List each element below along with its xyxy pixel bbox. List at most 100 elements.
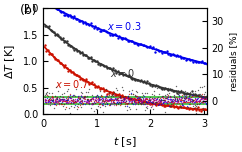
Point — [129, 101, 133, 104]
Point — [150, 105, 154, 107]
Point — [132, 99, 136, 101]
Point — [55, 97, 59, 99]
Point — [76, 99, 80, 102]
Point — [128, 100, 132, 102]
Point — [130, 99, 134, 101]
Point — [111, 67, 115, 69]
Point — [72, 94, 76, 96]
Point — [81, 95, 85, 98]
Point — [190, 108, 194, 110]
Point — [180, 96, 184, 98]
Point — [65, 95, 69, 98]
Point — [197, 93, 201, 95]
Point — [153, 101, 157, 103]
Point — [86, 23, 90, 25]
Point — [98, 99, 102, 102]
Point — [189, 97, 193, 100]
Point — [164, 97, 167, 99]
Point — [200, 97, 204, 100]
Point — [122, 99, 126, 101]
Point — [69, 16, 73, 19]
Point — [53, 102, 56, 105]
Point — [204, 98, 208, 100]
Point — [162, 51, 166, 54]
Point — [196, 100, 199, 103]
Point — [115, 97, 119, 99]
Point — [157, 93, 160, 95]
Point — [110, 98, 114, 101]
Point — [52, 5, 56, 7]
Point — [129, 40, 133, 42]
Point — [137, 97, 141, 100]
Point — [83, 103, 87, 105]
Point — [116, 97, 120, 100]
Point — [59, 62, 63, 64]
Point — [91, 98, 95, 101]
Point — [125, 74, 129, 77]
Point — [205, 96, 209, 99]
Point — [182, 101, 186, 103]
Point — [116, 99, 120, 102]
Point — [90, 102, 94, 104]
Point — [119, 96, 122, 98]
Point — [97, 99, 101, 102]
Point — [115, 98, 119, 101]
Point — [105, 99, 109, 101]
Point — [184, 93, 188, 96]
Point — [204, 102, 207, 104]
Point — [145, 97, 149, 100]
Point — [93, 113, 97, 115]
Point — [94, 99, 98, 101]
Point — [79, 100, 83, 103]
Point — [107, 98, 111, 100]
Point — [147, 98, 151, 101]
Point — [199, 97, 203, 99]
Y-axis label: $\Delta T$ [K]: $\Delta T$ [K] — [3, 44, 17, 79]
Point — [49, 97, 53, 99]
Point — [184, 96, 188, 98]
Point — [100, 97, 104, 99]
Point — [69, 99, 73, 102]
Point — [129, 97, 133, 100]
Point — [154, 101, 158, 103]
Point — [190, 101, 194, 103]
Point — [101, 111, 105, 113]
Point — [140, 99, 144, 102]
Point — [60, 96, 63, 98]
Point — [91, 98, 95, 100]
Point — [156, 49, 160, 51]
Point — [93, 98, 97, 101]
Point — [76, 18, 79, 20]
Point — [187, 103, 191, 105]
Point — [127, 93, 131, 95]
Point — [71, 97, 75, 100]
Point — [152, 99, 156, 101]
Point — [182, 101, 185, 103]
Point — [97, 103, 101, 105]
Point — [130, 40, 134, 42]
Point — [70, 95, 74, 97]
Point — [79, 95, 83, 97]
Point — [168, 105, 172, 107]
Point — [51, 98, 55, 100]
Point — [128, 98, 131, 100]
Point — [76, 99, 80, 101]
Point — [126, 97, 130, 99]
Point — [184, 96, 188, 98]
Point — [161, 97, 165, 99]
Point — [49, 99, 53, 101]
Point — [46, 101, 50, 103]
Point — [87, 99, 91, 101]
Point — [193, 97, 197, 99]
Point — [182, 96, 186, 99]
Point — [180, 106, 183, 108]
Point — [75, 100, 79, 102]
Point — [84, 100, 88, 103]
Point — [135, 90, 138, 93]
Point — [107, 91, 111, 94]
Point — [62, 103, 66, 105]
Point — [175, 97, 179, 99]
Point — [157, 99, 160, 101]
Point — [116, 37, 120, 39]
Point — [137, 98, 141, 100]
